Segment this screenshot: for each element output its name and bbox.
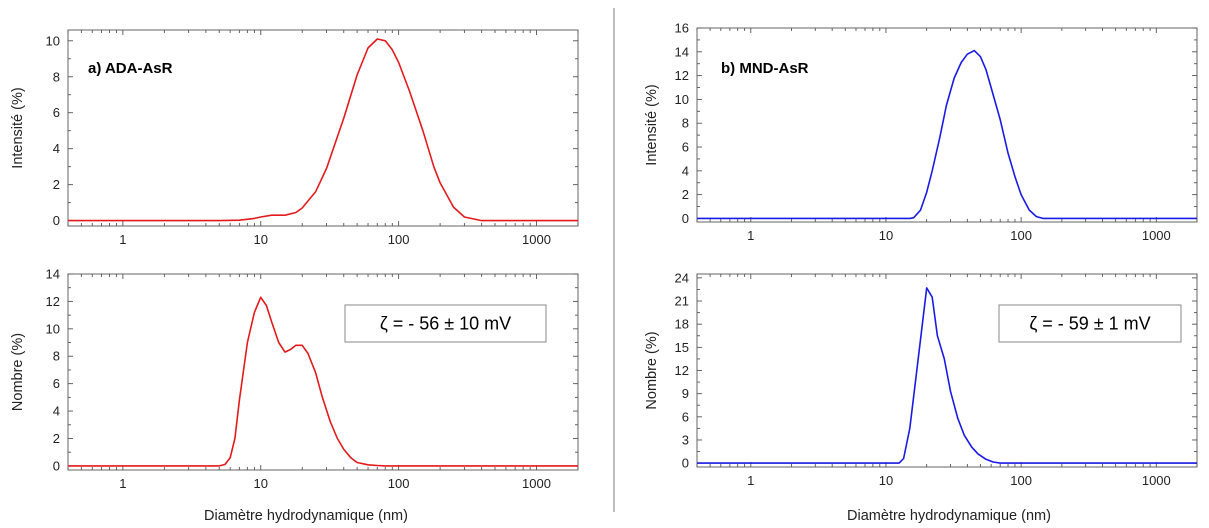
plot-frame bbox=[696, 27, 1198, 223]
x-tick-label: 1000 bbox=[522, 232, 551, 247]
y-tick-label: 9 bbox=[682, 386, 689, 401]
chart-a-number: 1 10 100 1000 0 2 4 6 8 10 12 14 Nombre (%) ζ = - 56 … bbox=[10, 267, 579, 491]
y-tick-label: 0 bbox=[682, 456, 689, 471]
y-tick-label: 6 bbox=[682, 140, 689, 155]
y-tick-label: 12 bbox=[675, 68, 689, 83]
x-tick-label: 1000 bbox=[1142, 473, 1171, 488]
series-line bbox=[697, 49, 1197, 220]
x-tick-label: 100 bbox=[388, 476, 410, 491]
y-axis-title: Intensité (%) bbox=[644, 84, 660, 165]
y-tick-label: 24 bbox=[675, 270, 689, 285]
x-axis-title-left: Diamètre hydrodynamique (nm) bbox=[204, 508, 408, 524]
y-tick-label: 3 bbox=[682, 432, 689, 447]
y-tick-label: 6 bbox=[53, 105, 60, 120]
y-tick-label: 8 bbox=[53, 69, 60, 84]
y-axis-title: Intensité (%) bbox=[10, 87, 26, 168]
y-tick-label: 10 bbox=[675, 92, 689, 107]
x-tick-label: 1 bbox=[119, 232, 126, 247]
y-tick-label: 14 bbox=[675, 44, 689, 59]
x-axis-title-right: Diamètre hydrodynamique (nm) bbox=[847, 508, 1051, 524]
x-tick-label: 10 bbox=[254, 476, 268, 491]
y-axis-title: Nombre (%) bbox=[644, 331, 660, 409]
y-tick-label: 10 bbox=[46, 33, 60, 48]
zeta-potential-label: ζ = - 56 ± 10 mV bbox=[380, 314, 511, 334]
y-tick-label: 16 bbox=[675, 21, 689, 36]
chart-b-intensity: 1 10 100 1000 0 2 4 6 8 10 12 14 16 Intensité (%) b) M… bbox=[644, 21, 1198, 243]
x-tick-label: 1 bbox=[747, 228, 754, 243]
y-tick-label: 12 bbox=[675, 363, 689, 378]
x-tick-label: 1000 bbox=[522, 476, 551, 491]
x-tick-label: 100 bbox=[1010, 228, 1032, 243]
series-line bbox=[68, 296, 578, 467]
y-tick-label: 0 bbox=[682, 211, 689, 226]
y-tick-label: 21 bbox=[675, 294, 689, 309]
series-line bbox=[68, 38, 578, 222]
x-tick-label: 10 bbox=[879, 228, 893, 243]
y-tick-label: 12 bbox=[46, 294, 60, 309]
y-axis-title: Nombre (%) bbox=[10, 333, 26, 411]
y-tick-label: 15 bbox=[675, 340, 689, 355]
series-line bbox=[697, 287, 1197, 464]
chart-a-intensity: 1 10 100 1000 0 2 4 6 8 10 Intensité (%) a) ADA-AsR bbox=[10, 29, 579, 247]
zeta-box bbox=[998, 304, 1182, 343]
plot-frame bbox=[67, 273, 579, 471]
y-tick-label: 6 bbox=[53, 376, 60, 391]
y-tick-label: 18 bbox=[675, 317, 689, 332]
zeta-potential-label: ζ = - 59 ± 1 mV bbox=[1029, 314, 1150, 334]
y-tick-label: 8 bbox=[53, 349, 60, 364]
y-tick-label: 14 bbox=[46, 267, 60, 282]
panel-title: a) ADA-AsR bbox=[88, 60, 173, 77]
zeta-box bbox=[344, 304, 547, 343]
y-tick-label: 2 bbox=[682, 187, 689, 202]
y-tick-label: 2 bbox=[53, 177, 60, 192]
plot-frame bbox=[67, 29, 579, 227]
x-tick-label: 100 bbox=[1010, 473, 1032, 488]
x-tick-label: 100 bbox=[388, 232, 410, 247]
y-tick-label: 0 bbox=[53, 213, 60, 228]
y-tick-label: 6 bbox=[682, 409, 689, 424]
x-tick-label: 1000 bbox=[1142, 228, 1171, 243]
x-tick-label: 1 bbox=[747, 473, 754, 488]
panel-title: b) MND-AsR bbox=[721, 60, 809, 77]
y-tick-label: 4 bbox=[53, 141, 60, 156]
x-tick-label: 1 bbox=[119, 476, 126, 491]
x-tick-label: 10 bbox=[254, 232, 268, 247]
y-tick-label: 10 bbox=[46, 321, 60, 336]
y-tick-label: 0 bbox=[53, 458, 60, 473]
y-tick-label: 2 bbox=[53, 431, 60, 446]
x-tick-label: 10 bbox=[879, 473, 893, 488]
y-tick-label: 4 bbox=[682, 163, 689, 178]
chart-b-number: 1 10 100 1000 0 3 6 9 12 15 18 21 24 Nombre (%) ζ = - … bbox=[644, 270, 1198, 488]
y-tick-label: 8 bbox=[682, 116, 689, 131]
y-tick-label: 4 bbox=[53, 404, 60, 419]
